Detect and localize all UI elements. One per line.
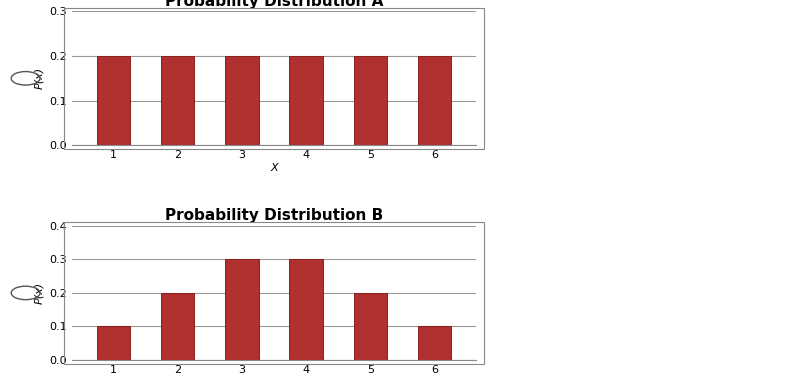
Bar	[161, 56, 194, 146]
X-axis label: X: X	[270, 163, 278, 173]
Bar	[290, 56, 322, 146]
Title: Probability Distribution A: Probability Distribution A	[165, 0, 383, 9]
Bar	[354, 56, 387, 146]
Bar	[226, 260, 258, 360]
Bar	[161, 293, 194, 360]
Bar	[97, 56, 130, 146]
Bar	[418, 56, 451, 146]
Title: Probability Distribution B: Probability Distribution B	[165, 208, 383, 223]
Bar	[418, 327, 451, 360]
Y-axis label: P(x): P(x)	[34, 67, 44, 89]
Y-axis label: P(x): P(x)	[34, 282, 44, 304]
Bar	[354, 293, 387, 360]
Bar	[226, 56, 258, 146]
Bar	[97, 327, 130, 360]
Bar	[290, 260, 322, 360]
